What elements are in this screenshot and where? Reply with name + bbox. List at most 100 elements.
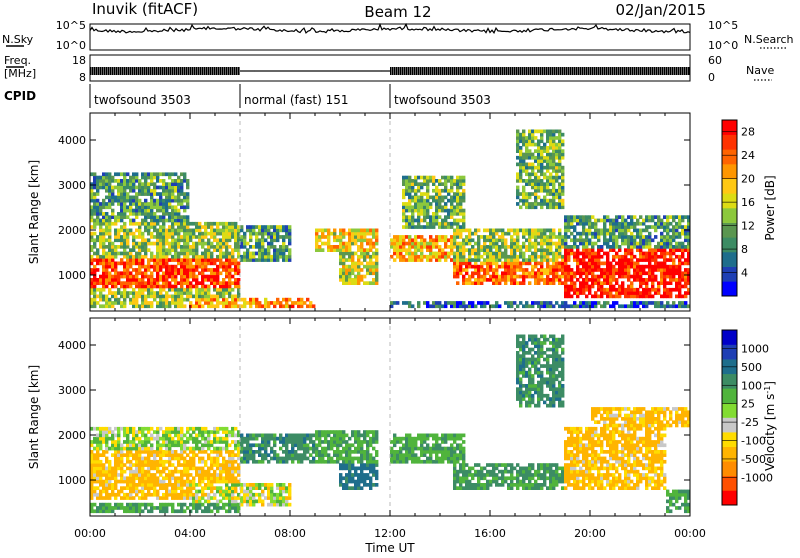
heatmap-cell bbox=[438, 196, 441, 200]
heatmap-cell bbox=[552, 202, 555, 206]
heatmap-cell bbox=[429, 176, 432, 180]
heatmap-cell bbox=[150, 275, 153, 279]
heatmap-cell bbox=[576, 252, 579, 256]
heatmap-cell bbox=[489, 275, 492, 279]
heatmap-cell bbox=[153, 467, 156, 471]
heatmap-cell bbox=[537, 268, 540, 272]
heatmap-cell bbox=[474, 304, 477, 308]
heatmap-cell bbox=[144, 434, 147, 438]
heatmap-cell bbox=[243, 255, 246, 259]
heatmap-cell bbox=[255, 225, 258, 229]
nave-bar bbox=[98, 67, 100, 75]
heatmap-cell bbox=[252, 301, 255, 305]
heatmap-cell bbox=[129, 265, 132, 269]
heatmap-cell bbox=[129, 232, 132, 236]
heatmap-cell bbox=[591, 295, 594, 299]
heatmap-cell bbox=[651, 255, 654, 259]
heatmap-cell bbox=[102, 509, 105, 513]
heatmap-cell bbox=[522, 133, 525, 137]
heatmap-cell bbox=[363, 232, 366, 236]
heatmap-cell bbox=[552, 133, 555, 137]
heatmap-cell bbox=[351, 255, 354, 259]
heatmap-cell bbox=[462, 252, 465, 256]
heatmap-cell bbox=[558, 130, 561, 134]
heatmap-cell bbox=[468, 265, 471, 269]
heatmap-cell bbox=[168, 490, 171, 494]
heatmap-cell bbox=[156, 490, 159, 494]
heatmap-cell bbox=[159, 463, 162, 467]
heatmap-cell bbox=[159, 291, 162, 295]
heatmap-cell bbox=[393, 301, 396, 305]
nave-bar bbox=[424, 67, 426, 75]
heatmap-cell bbox=[621, 285, 624, 289]
heatmap-cell bbox=[111, 490, 114, 494]
heatmap-cell bbox=[204, 252, 207, 256]
heatmap-cell bbox=[123, 248, 126, 252]
heatmap-cell bbox=[657, 265, 660, 269]
heatmap-cell bbox=[375, 268, 378, 272]
heatmap-cell bbox=[408, 192, 411, 196]
heatmap-cell bbox=[264, 252, 267, 256]
heatmap-cell bbox=[99, 242, 102, 246]
heatmap-cell bbox=[312, 304, 315, 308]
heatmap-cell bbox=[375, 242, 378, 246]
heatmap-cell bbox=[210, 304, 213, 308]
heatmap-cell bbox=[408, 219, 411, 223]
heatmap-cell bbox=[684, 268, 687, 272]
y-tick-label: 1000 bbox=[58, 269, 86, 282]
heatmap-cell bbox=[168, 430, 171, 434]
heatmap-cell bbox=[96, 252, 99, 256]
heatmap-cell bbox=[204, 268, 207, 272]
heatmap-cell bbox=[564, 219, 567, 223]
heatmap-cell bbox=[156, 229, 159, 233]
heatmap-cell bbox=[438, 248, 441, 252]
heatmap-cell bbox=[171, 476, 174, 480]
heatmap-cell bbox=[369, 238, 372, 242]
heatmap-cell bbox=[120, 443, 123, 447]
heatmap-cell bbox=[114, 298, 117, 302]
heatmap-cell bbox=[177, 434, 180, 438]
heatmap-cell bbox=[129, 473, 132, 477]
heatmap-cell bbox=[558, 156, 561, 160]
heatmap-cell bbox=[186, 186, 189, 190]
heatmap-cell bbox=[489, 242, 492, 246]
heatmap-cell bbox=[123, 202, 126, 206]
heatmap-cell bbox=[93, 437, 96, 441]
heatmap-cell bbox=[120, 212, 123, 216]
heatmap-cell bbox=[621, 275, 624, 279]
heatmap-cell bbox=[426, 304, 429, 308]
heatmap-cell bbox=[396, 255, 399, 259]
heatmap-cell bbox=[372, 265, 375, 269]
heatmap-cell bbox=[585, 295, 588, 299]
heatmap-cell bbox=[141, 192, 144, 196]
heatmap-cell bbox=[519, 199, 522, 203]
heatmap-cell bbox=[606, 281, 609, 285]
heatmap-cell bbox=[519, 169, 522, 173]
heatmap-cell bbox=[141, 275, 144, 279]
heatmap-cell bbox=[633, 304, 636, 308]
heatmap-cell bbox=[561, 268, 564, 272]
nave-bar bbox=[638, 67, 640, 75]
heatmap-cell bbox=[615, 252, 618, 256]
heatmap-cell bbox=[174, 271, 177, 275]
heatmap-cell bbox=[582, 268, 585, 272]
heatmap-cell bbox=[543, 196, 546, 200]
heatmap-cell bbox=[126, 172, 129, 176]
heatmap-cell bbox=[414, 202, 417, 206]
heatmap-cell bbox=[270, 235, 273, 239]
heatmap-cell bbox=[420, 235, 423, 239]
heatmap-cell bbox=[141, 258, 144, 262]
heatmap-cell bbox=[420, 258, 423, 262]
heatmap-cell bbox=[423, 242, 426, 246]
heatmap-cell bbox=[528, 166, 531, 170]
heatmap-cell bbox=[555, 176, 558, 180]
heatmap-cell bbox=[270, 225, 273, 229]
heatmap-cell bbox=[348, 232, 351, 236]
heatmap-cell bbox=[360, 268, 363, 272]
heatmap-cell bbox=[591, 232, 594, 236]
heatmap-cell bbox=[393, 242, 396, 246]
heatmap-cell bbox=[138, 199, 141, 203]
heatmap-cell bbox=[105, 281, 108, 285]
heatmap-cell bbox=[603, 278, 606, 282]
heatmap-cell bbox=[552, 252, 555, 256]
